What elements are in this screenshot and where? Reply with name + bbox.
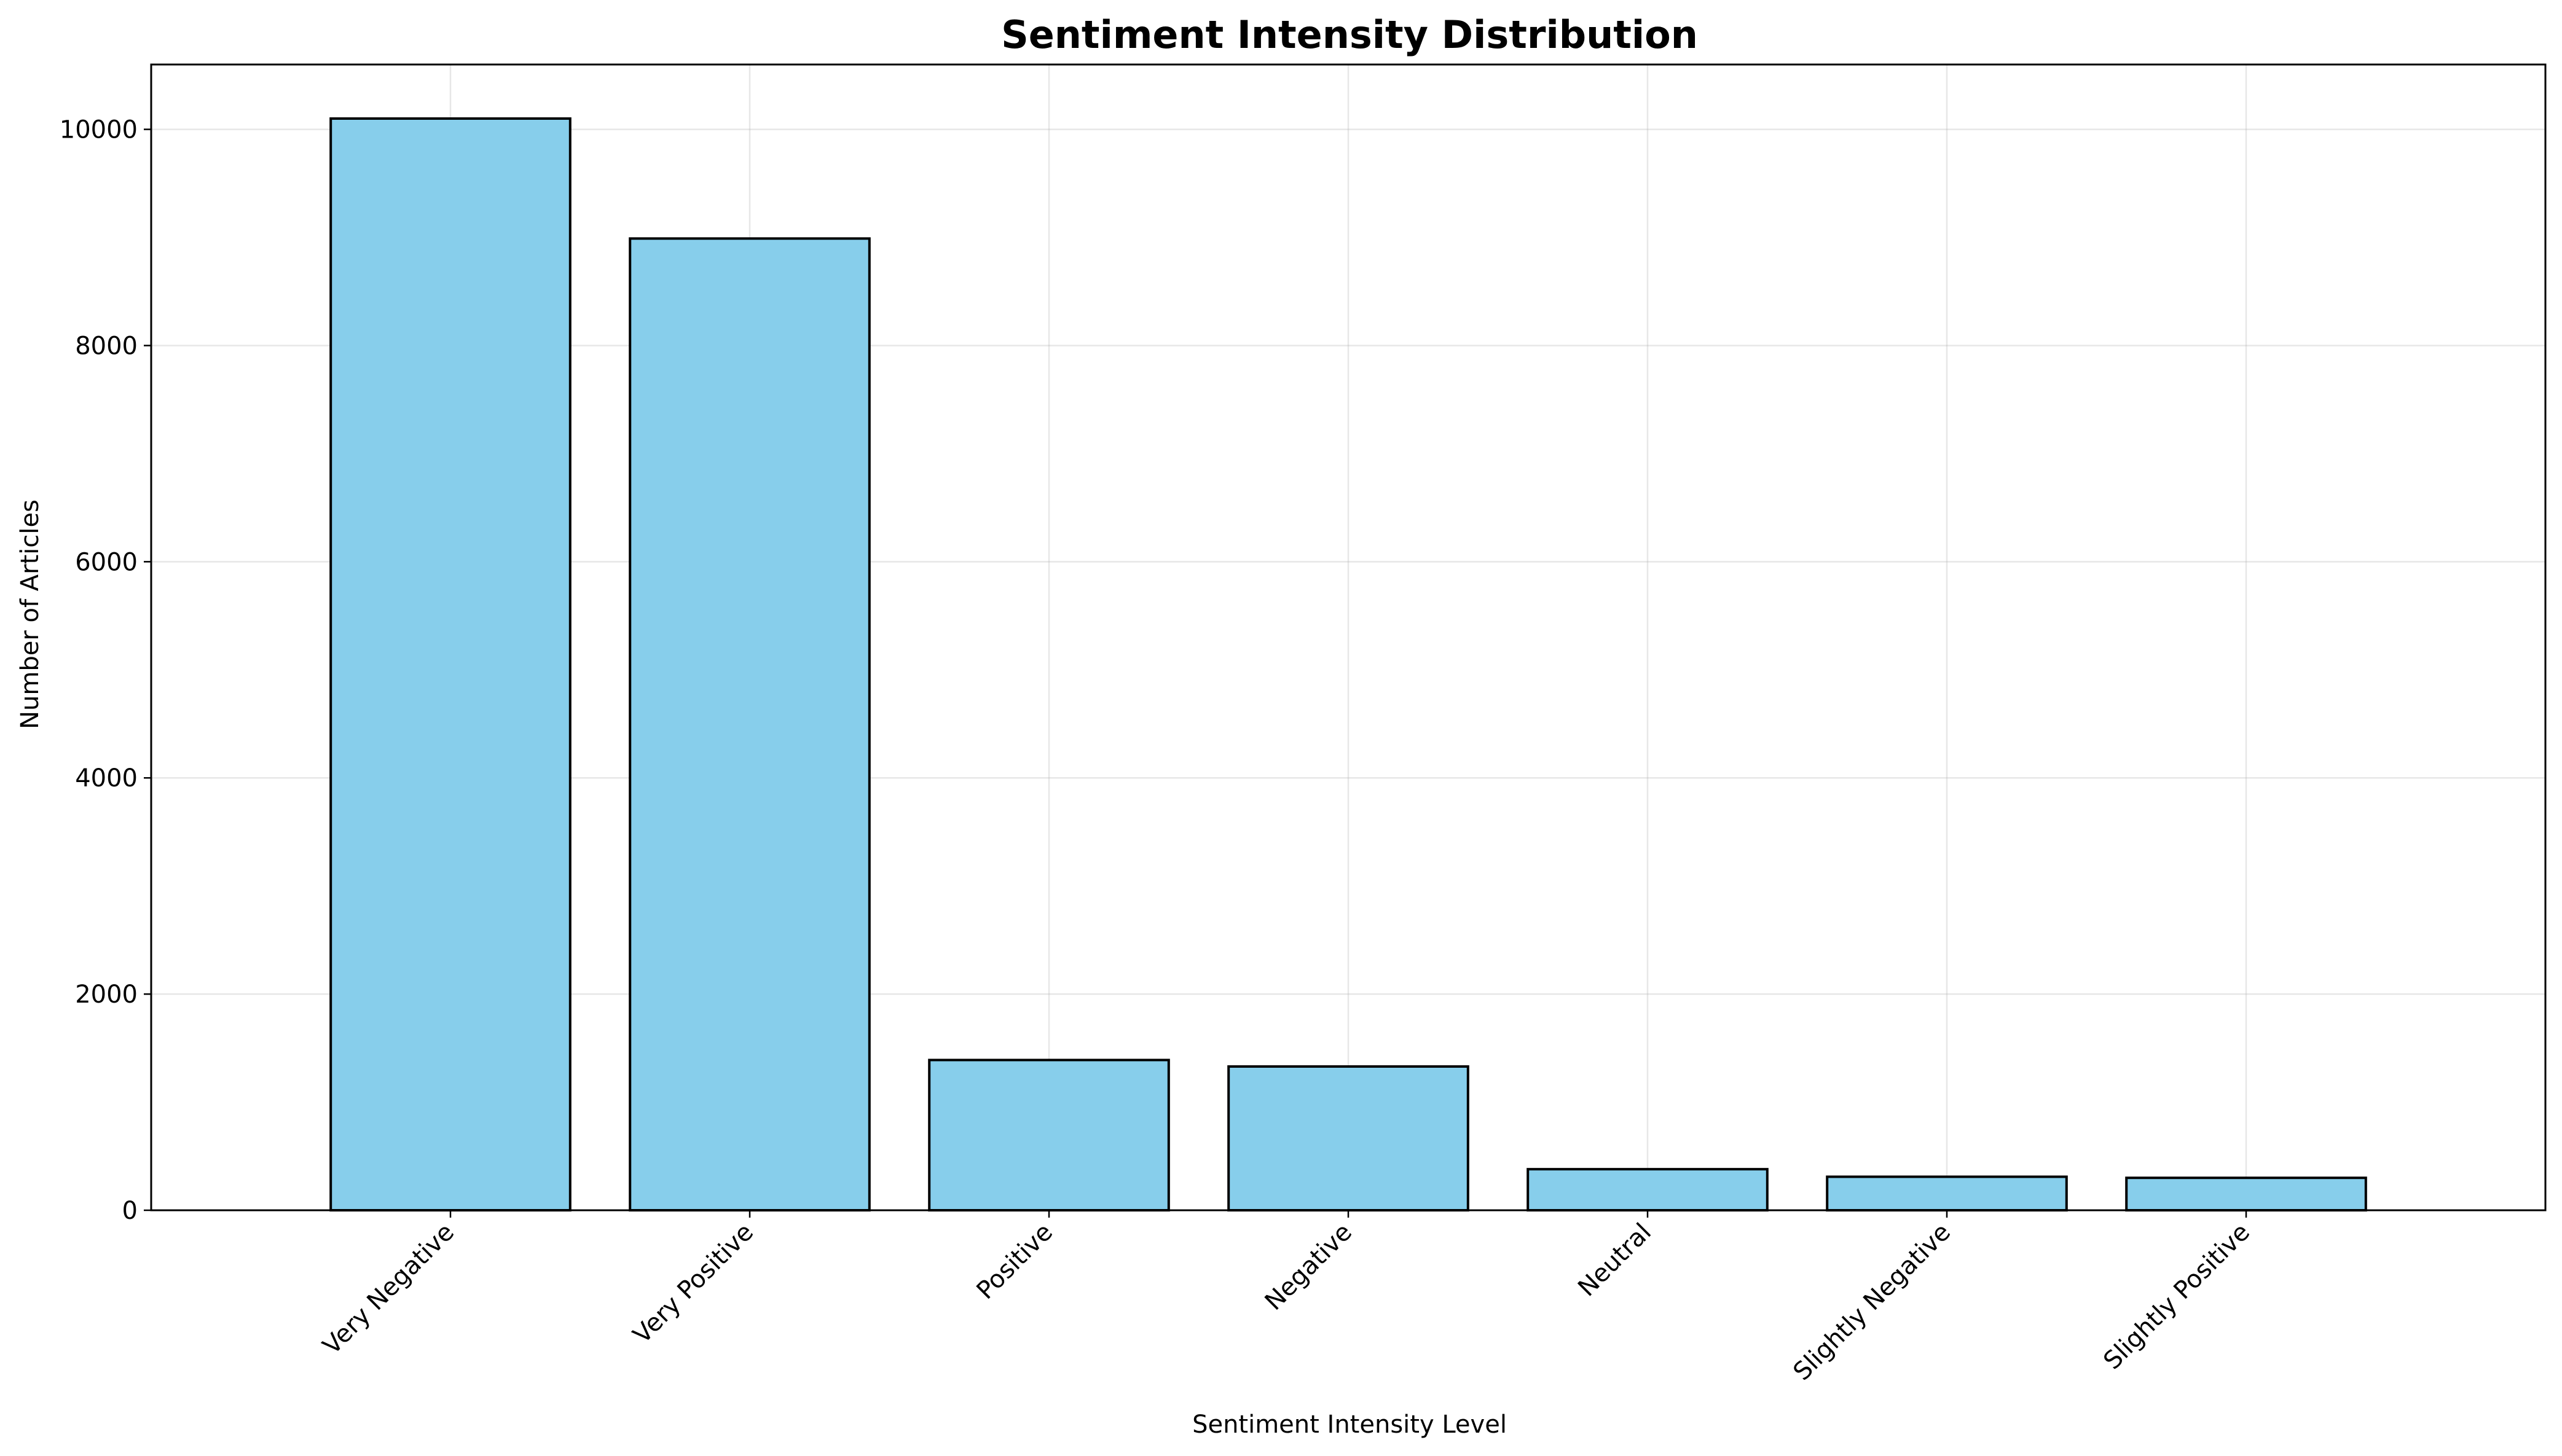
bar-positive <box>928 1059 1170 1212</box>
y-tick-label: 8000 <box>75 332 138 360</box>
y-tick-label: 2000 <box>75 980 138 1009</box>
x-axis-label: Sentiment Intensity Level <box>1192 1411 1507 1439</box>
y-axis-label: Number of Articles <box>16 499 44 729</box>
bar-slightly-positive <box>2125 1176 2367 1212</box>
y-tick-label: 0 <box>122 1197 138 1225</box>
y-axis: 0 2000 4000 6000 8000 10000 <box>60 116 151 1225</box>
bar-neutral <box>1527 1168 1769 1211</box>
bars <box>329 117 2367 1212</box>
bar-slightly-negative <box>1826 1175 2068 1211</box>
bar-very-positive <box>629 237 871 1211</box>
bar-negative <box>1227 1065 1469 1211</box>
y-tick-label: 10000 <box>60 116 138 144</box>
y-tick-label: 4000 <box>75 764 138 793</box>
y-tick-label: 6000 <box>75 548 138 576</box>
chart-title: Sentiment Intensity Distribution <box>1001 12 1698 57</box>
bar-very-negative <box>329 117 572 1212</box>
